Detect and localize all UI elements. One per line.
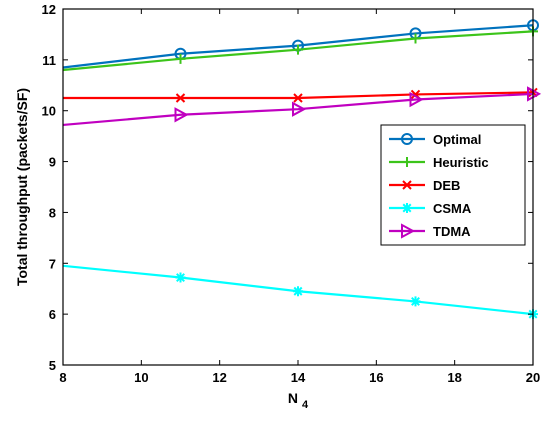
data-point-marker bbox=[175, 272, 186, 283]
x-tick-label: 20 bbox=[526, 370, 540, 385]
data-point-marker bbox=[410, 33, 421, 44]
legend-label: TDMA bbox=[433, 224, 471, 239]
x-axis-label-main: N bbox=[288, 390, 298, 406]
y-tick-label: 9 bbox=[49, 155, 56, 170]
data-point-marker bbox=[175, 93, 186, 103]
legend-item-tdma: TDMA bbox=[389, 223, 471, 239]
y-tick-label: 6 bbox=[49, 307, 56, 322]
data-point-marker bbox=[409, 91, 424, 108]
legend-label: DEB bbox=[433, 178, 460, 193]
x-tick-label: 16 bbox=[369, 370, 383, 385]
x-tick-label: 10 bbox=[134, 370, 148, 385]
data-point-marker bbox=[175, 53, 186, 64]
tick-labels: 8 10 12 14 16 18 20 5 6 7 8 9 10 11 12 bbox=[42, 2, 541, 385]
legend: Optimal Heuristic DEB CSMA TDMA bbox=[380, 124, 526, 246]
y-tick-label: 12 bbox=[42, 2, 56, 17]
legend-item-csma: CSMA bbox=[389, 201, 472, 216]
axes bbox=[62, 8, 534, 366]
x-tick-label: 12 bbox=[212, 370, 226, 385]
legend-swatch-marker bbox=[402, 203, 412, 213]
y-tick-label: 7 bbox=[49, 256, 56, 271]
y-tick-label: 8 bbox=[49, 205, 56, 220]
legend-swatch-marker bbox=[402, 180, 412, 190]
x-axis-label-subscript: 4 bbox=[302, 399, 309, 411]
y-tick-label: 11 bbox=[42, 53, 56, 68]
x-tick-label: 8 bbox=[59, 370, 66, 385]
data-point-marker bbox=[293, 286, 303, 297]
x-tick-label: 14 bbox=[291, 370, 306, 385]
legend-label: Heuristic bbox=[433, 155, 489, 170]
legend-label: Optimal bbox=[433, 132, 481, 147]
y-tick-label: 10 bbox=[42, 104, 56, 119]
data-point-marker bbox=[293, 93, 303, 103]
x-tick-label: 18 bbox=[447, 370, 461, 385]
y-tick-label: 5 bbox=[49, 358, 56, 373]
legend-swatch-marker bbox=[402, 157, 412, 167]
x-axis-label: N 4 bbox=[288, 390, 309, 411]
data-point-marker bbox=[292, 101, 307, 117]
data-point-marker bbox=[410, 296, 421, 307]
legend-item-optimal: Optimal bbox=[389, 132, 481, 147]
legend-swatch-marker bbox=[401, 223, 416, 239]
legend-item-deb: DEB bbox=[389, 178, 460, 193]
legend-swatch-marker bbox=[401, 133, 413, 145]
data-point-marker bbox=[174, 107, 189, 123]
data-point-marker bbox=[293, 44, 303, 55]
series-line bbox=[62, 92, 534, 127]
legend-item-heuristic: Heuristic bbox=[389, 155, 489, 170]
y-axis-label: Total throughput (packets/SF) bbox=[14, 88, 30, 286]
legend-label: CSMA bbox=[433, 201, 472, 216]
